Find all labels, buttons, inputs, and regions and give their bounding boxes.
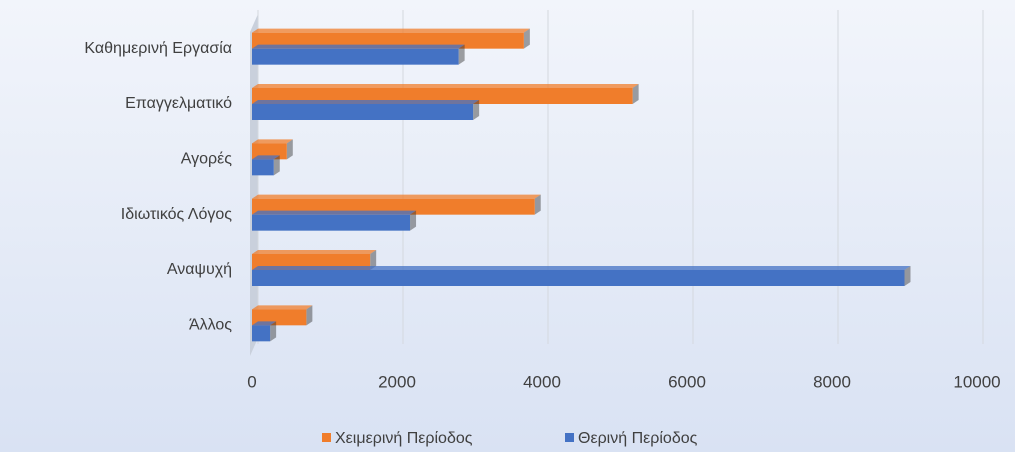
bar [252, 100, 480, 120]
y-tick-label: Ιδιωτικός Λόγος [121, 206, 233, 223]
bar-face [252, 266, 911, 270]
legend-label: Θερινή Περίοδος [578, 430, 698, 447]
bar-face [252, 139, 293, 144]
bar-face [252, 84, 639, 88]
bar-face [904, 266, 911, 286]
y-tick-label: Αγορές [181, 151, 233, 168]
bar-face [273, 155, 280, 176]
y-tick-label: Άλλος [189, 317, 232, 334]
x-tick-label: 8000 [813, 372, 851, 391]
bar-face [252, 44, 465, 49]
bar-face [252, 194, 541, 199]
bar-face [252, 48, 459, 65]
bar [252, 210, 417, 231]
bar-face [270, 321, 277, 342]
bar-face [252, 104, 474, 120]
legend-label: Χειμερινή Περίοδος [335, 430, 473, 447]
bar-face [252, 159, 274, 176]
bar-face [252, 305, 313, 310]
bar-face [252, 28, 530, 33]
bar-face [252, 210, 417, 215]
legend-swatch [565, 433, 574, 442]
bar-face [632, 84, 639, 104]
bar [252, 155, 280, 176]
x-tick-label: 6000 [668, 372, 706, 391]
bar-face [252, 155, 280, 160]
bar-face [306, 305, 313, 326]
bar-face [252, 270, 905, 286]
bar-face [523, 28, 530, 49]
bar-face [252, 214, 411, 231]
bar-face [370, 250, 377, 270]
bar-face [286, 139, 293, 160]
bar-face [534, 194, 541, 215]
bar-face [410, 210, 417, 231]
bar-face [252, 325, 271, 342]
bar-face [252, 321, 277, 326]
bar-face [252, 250, 377, 254]
bar [252, 321, 277, 342]
bar [252, 266, 911, 286]
legend-swatch [322, 433, 331, 442]
x-tick-label: 4000 [523, 372, 561, 391]
x-tick-label: 2000 [378, 372, 416, 391]
x-tick-label: 10000 [953, 372, 1000, 391]
bar-face [458, 44, 465, 65]
x-tick-label: 0 [247, 372, 256, 391]
bar-face [473, 100, 480, 120]
bar-face [252, 100, 480, 104]
plot-wall [250, 14, 258, 356]
bar [252, 44, 465, 65]
y-tick-label: Επαγγελματικό [125, 95, 232, 112]
y-tick-label: Καθημερινή Εργασία [84, 40, 232, 57]
y-tick-label: Αναψυχή [167, 261, 232, 278]
